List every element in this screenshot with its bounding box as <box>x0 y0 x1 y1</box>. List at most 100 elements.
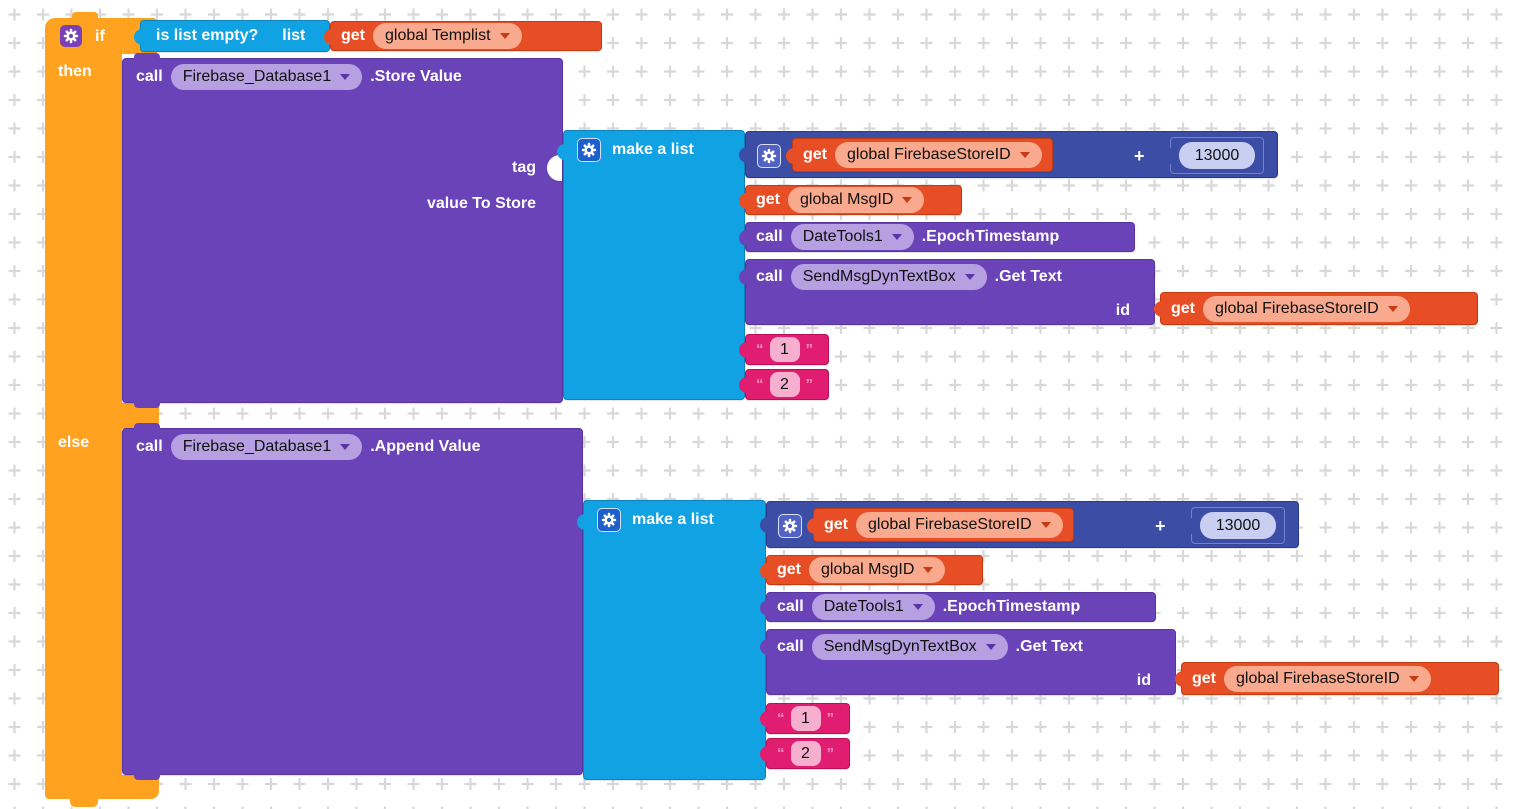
dropdown-arrow-icon <box>891 234 902 240</box>
plus-mutator-gear-button[interactable] <box>757 144 781 168</box>
number-block[interactable]: 13000 <box>1185 507 1285 544</box>
open-quote: “ <box>756 376 764 393</box>
gear-icon <box>761 148 777 164</box>
value-plug <box>739 377 747 393</box>
value-plug <box>739 193 747 209</box>
if-block-next-connector <box>70 798 98 807</box>
plus-operator: + <box>1134 146 1145 166</box>
component-dropdown[interactable]: Firebase_Database1 <box>170 434 363 460</box>
get-global-firebasestoreid-block[interactable]: get global FirebaseStoreID <box>786 138 1053 172</box>
get-global-msgid-block[interactable]: get global MsgID <box>739 185 962 215</box>
dropdown-arrow-icon <box>340 444 351 450</box>
get-global-firebasestoreid-block[interactable]: get global FirebaseStoreID <box>1154 292 1478 325</box>
list-arg-label: list <box>282 27 306 44</box>
variable-dropdown[interactable]: global FirebaseStoreID <box>835 142 1042 168</box>
component-dropdown[interactable]: Firebase_Database1 <box>170 64 363 90</box>
value-plug <box>760 711 768 727</box>
variable-dropdown[interactable]: global FirebaseStoreID <box>856 512 1063 538</box>
component-name: SendMsgDynTextBox <box>802 268 956 285</box>
statement-next-connector <box>134 401 160 408</box>
text-string-block[interactable]: “ 1 ” <box>739 334 829 365</box>
id-arg-label: id <box>1136 672 1151 689</box>
value-plug <box>324 29 332 45</box>
get-keyword: get <box>1171 299 1195 317</box>
value-plug <box>760 563 768 579</box>
if-keyword-label: if <box>95 28 105 45</box>
gear-icon <box>782 518 798 534</box>
variable-dropdown[interactable]: global Templist <box>373 23 522 49</box>
number-field[interactable]: 13000 <box>1179 142 1255 169</box>
text-field[interactable]: 1 <box>769 337 800 362</box>
call-keyword: call <box>756 268 783 285</box>
text-string-block[interactable]: “ 1 ” <box>760 703 850 734</box>
is-list-empty-block[interactable]: is list empty? list <box>134 20 330 52</box>
method-name: .Store Value <box>370 68 462 85</box>
plus-mutator-gear-button[interactable] <box>778 514 802 538</box>
dropdown-arrow-icon <box>923 567 934 573</box>
number-block[interactable]: 13000 <box>1164 137 1264 174</box>
call-get-text-block[interactable]: call SendMsgDynTextBox .Get Text id <box>760 629 1176 695</box>
get-keyword: get <box>756 191 780 208</box>
close-quote: ” <box>805 376 814 393</box>
plus-operator-block[interactable]: get global FirebaseStoreID + 13000 <box>760 501 1299 548</box>
component-dropdown[interactable]: SendMsgDynTextBox <box>811 634 1008 660</box>
get-global-firebasestoreid-block[interactable]: get global FirebaseStoreID <box>807 508 1074 542</box>
id-arg-label: id <box>1115 302 1130 319</box>
value-plug <box>739 269 747 285</box>
value-plug <box>1185 518 1193 534</box>
list-mutator-gear-button[interactable] <box>597 508 621 532</box>
call-store-value-block[interactable]: call Firebase_Database1 .Store Value tag… <box>122 53 563 408</box>
tag-empty-socket[interactable] <box>547 155 562 181</box>
get-global-templist-block[interactable]: get global Templist <box>324 21 602 51</box>
value-plug <box>760 746 768 762</box>
make-a-list-block[interactable]: make a list <box>557 130 745 400</box>
call-get-text-block[interactable]: call SendMsgDynTextBox .Get Text id <box>739 259 1155 325</box>
text-string-block[interactable]: “ 2 ” <box>739 369 829 400</box>
then-label: then <box>58 63 92 80</box>
if-mutator-gear-button[interactable] <box>60 25 82 47</box>
text-field[interactable]: 2 <box>790 741 821 766</box>
call-epochtimestamp-block[interactable]: call DateTools1 .EpochTimestamp <box>760 592 1156 622</box>
get-global-firebasestoreid-block[interactable]: get global FirebaseStoreID <box>1175 662 1499 695</box>
call-append-value-block[interactable]: call Firebase_Database1 .Append Value ta… <box>122 423 583 780</box>
text-field[interactable]: 2 <box>769 372 800 397</box>
statement-next-connector <box>134 773 160 780</box>
method-name: .Get Text <box>994 268 1062 285</box>
make-a-list-title: make a list <box>612 141 694 158</box>
dropdown-arrow-icon <box>340 74 351 80</box>
dropdown-arrow-icon <box>1040 522 1051 528</box>
variable-dropdown[interactable]: global FirebaseStoreID <box>1203 295 1410 322</box>
list-mutator-gear-button[interactable] <box>577 138 601 162</box>
variable-name: global FirebaseStoreID <box>1236 669 1400 687</box>
variable-dropdown[interactable]: global FirebaseStoreID <box>1224 665 1431 692</box>
method-name: .EpochTimestamp <box>942 598 1081 615</box>
variable-dropdown[interactable]: global MsgID <box>788 187 925 213</box>
component-dropdown[interactable]: DateTools1 <box>811 594 935 620</box>
get-keyword: get <box>1192 669 1216 687</box>
plus-operator-block[interactable]: get global FirebaseStoreID + 13000 <box>739 131 1278 178</box>
component-dropdown[interactable]: DateTools1 <box>790 224 914 250</box>
text-field[interactable]: 1 <box>790 706 821 731</box>
method-name: .Get Text <box>1015 638 1083 655</box>
dropdown-arrow-icon <box>964 274 975 280</box>
statement-prev-connector <box>134 53 160 60</box>
gear-icon <box>601 512 617 528</box>
component-name: DateTools1 <box>823 598 904 615</box>
number-field[interactable]: 13000 <box>1200 512 1276 539</box>
get-keyword: get <box>777 561 801 578</box>
component-dropdown[interactable]: SendMsgDynTextBox <box>790 264 987 290</box>
make-a-list-block[interactable]: make a list <box>577 500 766 780</box>
text-string-block[interactable]: “ 2 ” <box>760 738 850 769</box>
call-epochtimestamp-block[interactable]: call DateTools1 .EpochTimestamp <box>739 222 1135 252</box>
value-plug <box>577 514 585 530</box>
tag-arg-label: tag <box>512 159 536 176</box>
variable-dropdown[interactable]: global MsgID <box>809 557 946 583</box>
dropdown-arrow-icon <box>902 197 913 203</box>
get-keyword: get <box>824 516 848 533</box>
value-plug <box>786 148 794 164</box>
get-global-msgid-block[interactable]: get global MsgID <box>760 555 983 585</box>
variable-name: global FirebaseStoreID <box>868 516 1032 533</box>
plus-operator: + <box>1155 516 1166 536</box>
value-plug <box>557 144 565 160</box>
